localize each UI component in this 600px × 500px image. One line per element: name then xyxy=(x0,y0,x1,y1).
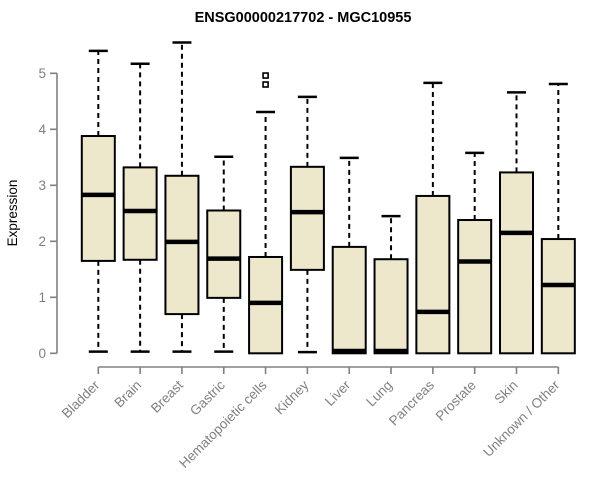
box-kidney xyxy=(289,95,325,354)
iqr-box xyxy=(415,194,451,355)
iqr-box xyxy=(373,258,409,355)
x-tick-label-prostate: Prostate xyxy=(433,378,479,424)
y-tick-label: 3 xyxy=(38,178,46,193)
box-gastric xyxy=(206,155,242,353)
chart-title: ENSG00000217702 - MGC10955 xyxy=(195,10,412,26)
iqr-box xyxy=(122,166,158,261)
x-tick-label-brain: Brain xyxy=(111,378,144,411)
y-tick-label: 5 xyxy=(38,66,46,81)
x-tick-label-gastric: Gastric xyxy=(187,377,228,418)
iqr-box xyxy=(80,135,116,262)
y-tick-label: 1 xyxy=(38,290,46,305)
box-unknown-other xyxy=(540,82,576,355)
x-tick-label-breast: Breast xyxy=(148,377,186,415)
box-skin xyxy=(499,91,534,355)
iqr-box xyxy=(499,171,534,355)
box-liver xyxy=(331,156,367,355)
iqr-box xyxy=(457,219,493,355)
box-prostate xyxy=(457,151,493,355)
box-brain xyxy=(122,62,158,353)
y-tick-label: 2 xyxy=(38,234,46,249)
y-tick-label: 4 xyxy=(38,122,46,137)
y-axis: 0 1 2 3 4 5 xyxy=(38,66,58,361)
x-tick-label-kidney: Kidney xyxy=(272,377,312,417)
x-tick-label-bladder: Bladder xyxy=(59,377,103,421)
x-tick-label-pancreas: Pancreas xyxy=(386,377,437,428)
box-pancreas xyxy=(415,81,451,355)
x-tick-label-lung: Lung xyxy=(363,378,395,410)
outlier-point xyxy=(262,72,269,79)
box-hematopoietic-cells xyxy=(248,72,284,355)
box-bladder xyxy=(80,49,116,353)
box-lung xyxy=(373,214,409,355)
iqr-box xyxy=(164,174,200,316)
x-tick-label-skin: Skin xyxy=(491,378,520,407)
iqr-box xyxy=(289,165,325,271)
x-tick-label-liver: Liver xyxy=(322,377,354,409)
outlier-point xyxy=(262,81,269,88)
iqr-box xyxy=(331,245,367,355)
y-tick-label: 0 xyxy=(38,346,46,361)
y-axis-label: Expression xyxy=(5,180,20,247)
iqr-box xyxy=(206,209,242,299)
box-breast xyxy=(164,41,200,353)
iqr-box xyxy=(540,238,576,355)
x-tick-label-unknown-other: Unknown / Other xyxy=(480,377,563,460)
plot-area: 0 1 2 3 4 5 Bladder Brain Breast GastricHematopoi… xyxy=(38,41,576,471)
